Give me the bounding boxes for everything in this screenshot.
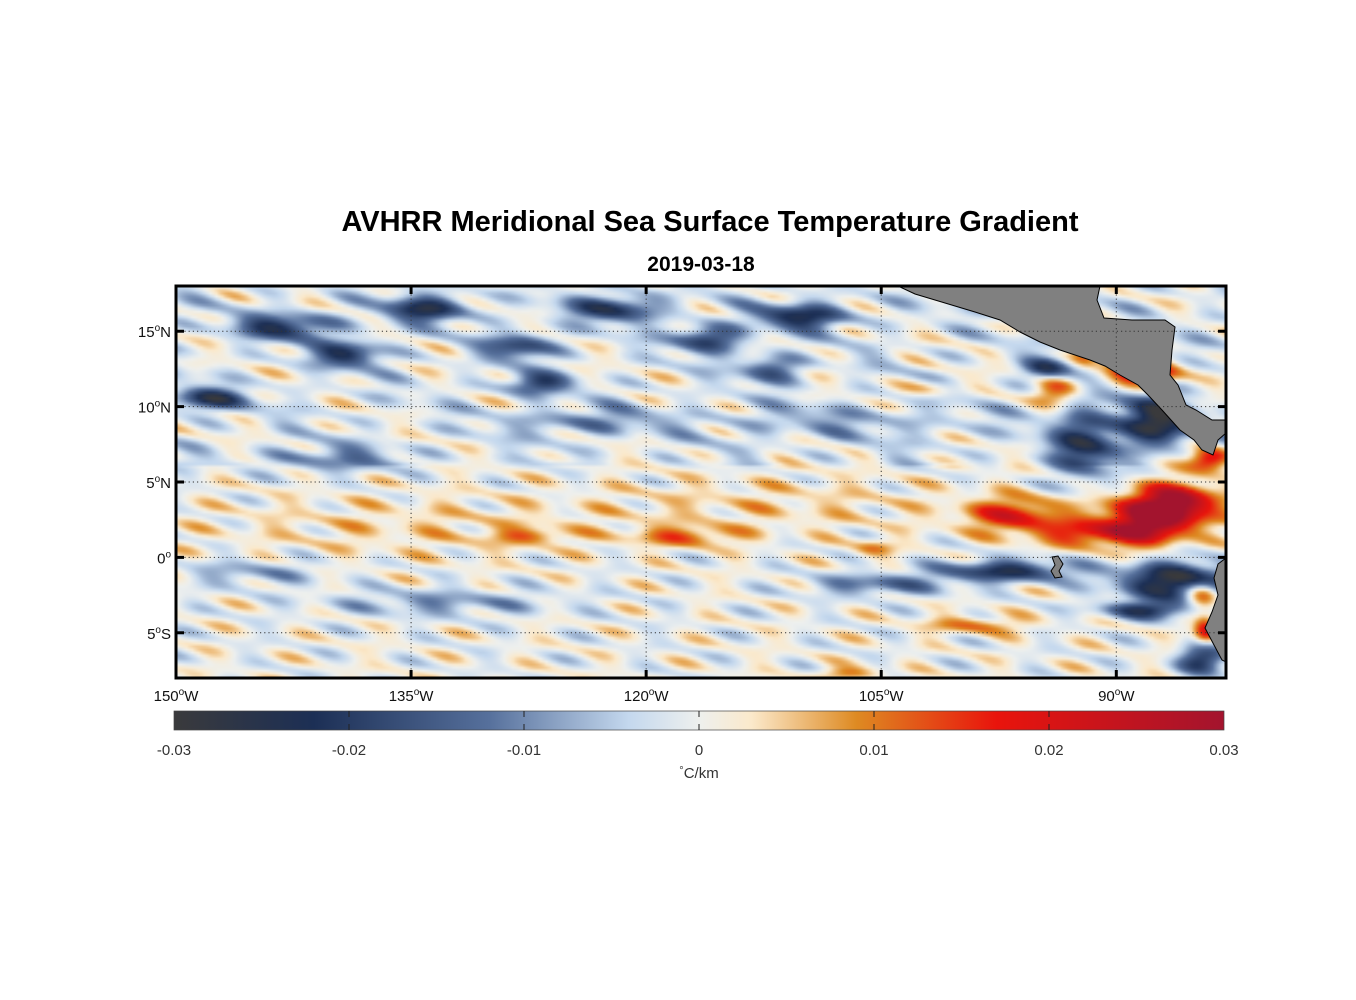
colorbar-unit-text: C/km — [684, 765, 719, 782]
lat-label-4: 5oS — [147, 625, 171, 643]
lat-label-2: 5oN — [146, 474, 171, 492]
colorbar-label-1: -0.02 — [332, 742, 366, 759]
central-america-landmass — [897, 286, 1226, 456]
lat-label-1: 10oN — [138, 399, 171, 417]
lat-label-deg: 10 — [138, 400, 155, 417]
lon-label-hemisphere: W — [889, 688, 904, 705]
land-masses — [897, 286, 1226, 663]
colorbar-label-6: 0.03 — [1209, 742, 1238, 759]
lon-label-deg: 135 — [389, 688, 414, 705]
lon-label-degree-sign: o — [884, 687, 890, 698]
map-plot-area — [174, 284, 1228, 680]
lon-label-degree-sign: o — [179, 687, 185, 698]
lat-label-deg: 0 — [157, 550, 165, 567]
longitude-labels: 150oW 135oW 120oW 105oW 90oW — [154, 687, 1136, 705]
lon-label-deg: 150 — [154, 688, 179, 705]
lon-label-deg: 105 — [859, 688, 884, 705]
lon-label-3: 105oW — [859, 687, 905, 705]
lon-label-hemisphere: W — [654, 688, 669, 705]
lat-label-hemisphere: N — [160, 400, 171, 417]
lat-label-hemisphere: N — [160, 475, 171, 492]
lat-label-hemisphere: N — [160, 324, 171, 341]
lat-label-deg: 15 — [138, 324, 155, 341]
map-title: AVHRR Meridional Sea Surface Temperature… — [341, 206, 1079, 238]
lon-label-hemisphere: W — [419, 688, 434, 705]
lat-label-degree-sign: o — [155, 625, 161, 636]
lat-label-deg: 5 — [146, 475, 154, 492]
colorbar-label-0: -0.03 — [157, 742, 191, 759]
colorbar: -0.03 -0.02 -0.01 0 0.01 0.02 0.03 °C/km — [157, 710, 1239, 782]
lon-label-hemisphere: W — [1120, 688, 1135, 705]
colorbar-ticks — [348, 711, 1050, 730]
lat-label-hemisphere: S — [161, 626, 171, 643]
lat-label-0: 15oN — [138, 323, 171, 341]
lon-label-degree-sign: o — [1115, 687, 1121, 698]
axis-tick-marks — [174, 286, 1226, 678]
map-subtitle: 2019-03-18 — [647, 253, 755, 276]
lat-label-degree-sign: o — [155, 399, 161, 410]
lon-label-deg: 120 — [624, 688, 649, 705]
lon-label-hemisphere: W — [184, 688, 199, 705]
colorbar-labels: -0.03 -0.02 -0.01 0 0.01 0.02 0.03 — [157, 742, 1239, 759]
lat-label-degree-sign: o — [155, 474, 161, 485]
lon-label-degree-sign: o — [649, 687, 655, 698]
south-america-coast — [1204, 557, 1226, 663]
lat-label-degree-sign: o — [165, 549, 171, 560]
colorbar-unit-label: °C/km — [679, 765, 718, 782]
lon-label-4: 90oW — [1098, 687, 1135, 705]
lat-label-degree-sign: o — [155, 323, 161, 334]
lat-label-3: 0o — [157, 549, 171, 567]
colorbar-label-5: 0.02 — [1034, 742, 1063, 759]
colorbar-label-3: 0 — [695, 742, 703, 759]
galapagos-island — [1050, 555, 1064, 579]
colorbar-label-2: -0.01 — [507, 742, 541, 759]
lat-label-deg: 5 — [147, 626, 155, 643]
colorbar-label-4: 0.01 — [859, 742, 888, 759]
lon-label-2: 120oW — [624, 687, 670, 705]
graticule — [176, 286, 1226, 678]
lon-label-1: 135oW — [389, 687, 435, 705]
lon-label-deg: 90 — [1098, 688, 1115, 705]
lon-label-0: 150oW — [154, 687, 200, 705]
lon-label-degree-sign: o — [414, 687, 420, 698]
colorbar-unit-degree: ° — [679, 765, 683, 777]
